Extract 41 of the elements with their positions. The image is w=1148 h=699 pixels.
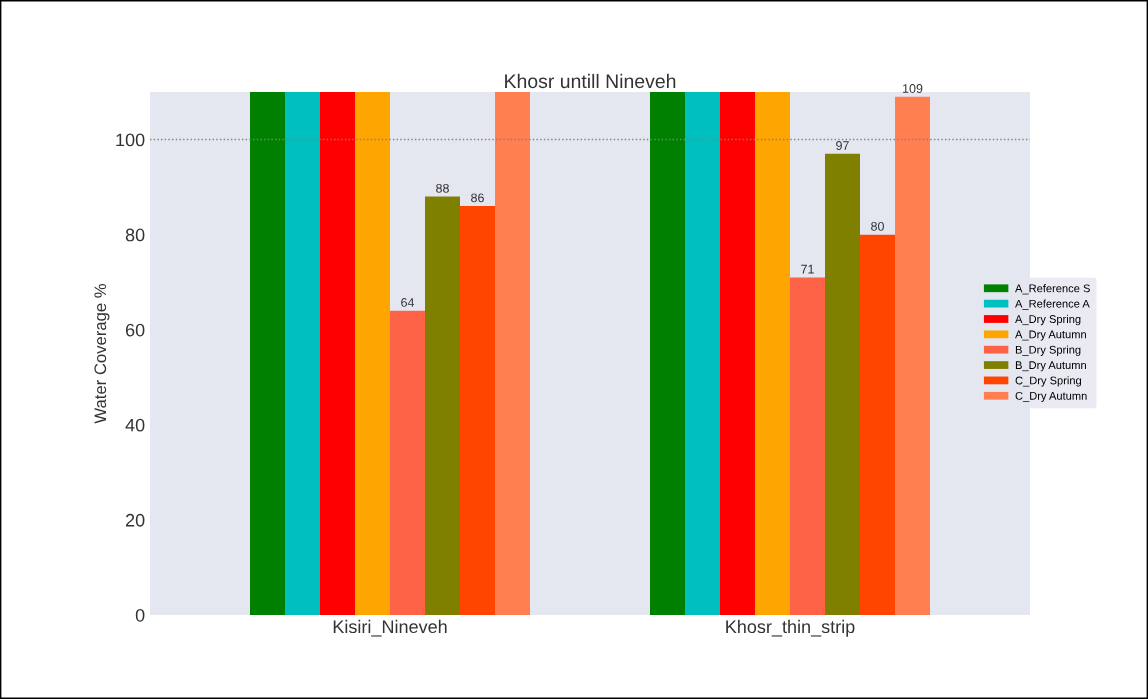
y-axis-title: Water Coverage % [94, 284, 110, 424]
bar [790, 277, 825, 615]
bar [425, 196, 460, 615]
bar [250, 92, 285, 615]
y-tick-label: 20 [125, 513, 145, 527]
bar [355, 92, 390, 615]
legend-label: A_Dry Spring [1015, 314, 1081, 326]
x-tick-label: Khosr_thin_strip [726, 619, 855, 637]
bar [860, 234, 895, 615]
y-tick-label: 0 [135, 608, 145, 622]
legend-label: C_Dry Autumn [1015, 391, 1087, 402]
x-tick-label: Kisiri_Nineveh [333, 619, 447, 637]
bar [390, 310, 425, 615]
data-label: 80 [871, 221, 884, 231]
bar [755, 92, 790, 615]
bar [285, 92, 320, 615]
legend-label: A_Reference S [1015, 284, 1090, 295]
legend-label: B_Dry Autumn [1015, 361, 1086, 372]
data-label: 64 [401, 298, 415, 307]
y-tick-label: 80 [125, 228, 145, 242]
bar [720, 92, 755, 615]
bar [495, 92, 530, 615]
legend-label: C_Dry Spring [1015, 376, 1081, 387]
y-tick-label: 40 [125, 418, 145, 432]
y-tick-label: 100 [116, 133, 145, 147]
legend-label: B_Dry Spring [1015, 345, 1081, 356]
data-label: 71 [801, 264, 814, 274]
chart-title: Khosr untill Nineveh [505, 73, 676, 89]
bar [685, 92, 720, 615]
legend-label: A_Dry Autumn [1015, 330, 1086, 341]
data-label: 86 [471, 193, 484, 203]
legend-label: A_Reference A [1015, 299, 1090, 310]
bar [460, 206, 495, 615]
y-tick-label: 60 [125, 323, 145, 337]
bar [825, 153, 860, 615]
bar [895, 96, 930, 615]
data-label: 97 [836, 141, 849, 150]
data-label: 88 [436, 183, 449, 193]
data-label: 109 [903, 84, 923, 93]
bar [650, 92, 685, 615]
bar [320, 92, 355, 615]
